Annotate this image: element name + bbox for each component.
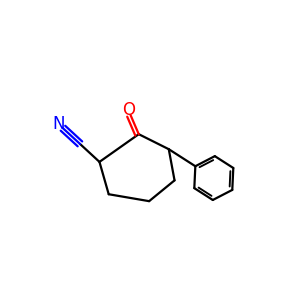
Text: N: N <box>52 115 64 133</box>
Text: O: O <box>122 101 135 119</box>
